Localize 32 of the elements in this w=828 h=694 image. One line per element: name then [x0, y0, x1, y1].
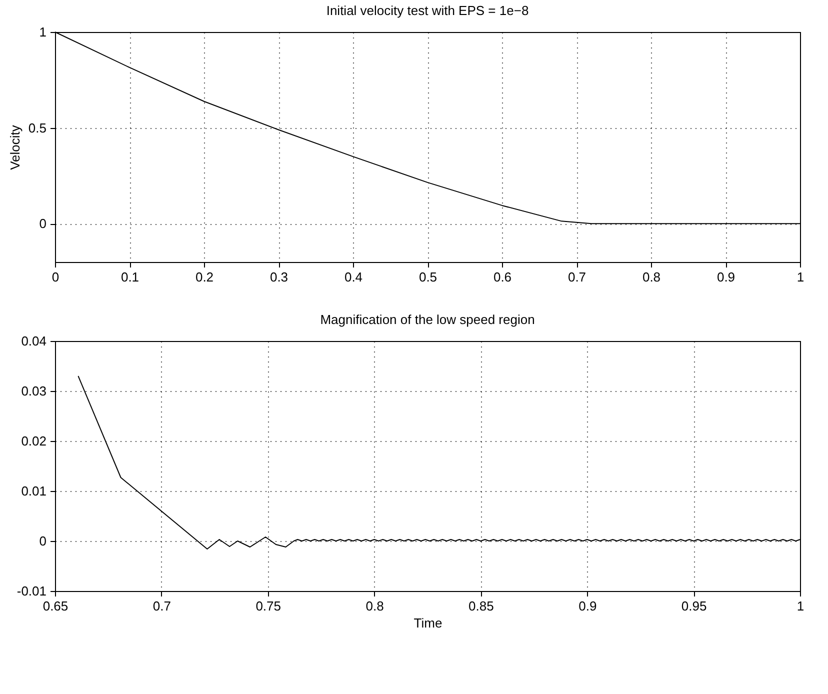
- y-tick-label: -0.01: [16, 584, 46, 598]
- x-tick-label: 0.4: [344, 270, 363, 284]
- x-tick-label: 0.5: [418, 270, 438, 284]
- x-tick-label: 0.9: [716, 270, 736, 284]
- x-tick-label: 0.1: [120, 270, 140, 284]
- x-tick-label: 0.85: [468, 598, 494, 614]
- y-tick-label: 0: [39, 534, 46, 548]
- x-tick-label: 0.65: [42, 598, 68, 614]
- x-tick-label: 0.2: [195, 270, 214, 284]
- y-tick-label: 0.02: [21, 434, 46, 448]
- x-tick-label: 0.95: [681, 598, 707, 614]
- x-tick-label: 1: [796, 270, 804, 284]
- y-tick-label: 0.04: [21, 334, 46, 348]
- x-tick-label: 0.8: [366, 598, 384, 614]
- x-tick-label: 0: [52, 270, 60, 284]
- x-tick-label: 0.6: [493, 270, 512, 284]
- x-tick-label: 0.75: [256, 598, 282, 614]
- chart-title: Magnification of the low speed region: [320, 312, 535, 327]
- x-tick-label: 0.3: [270, 270, 288, 284]
- y-axis-title: Velocity: [7, 124, 22, 170]
- x-tick-label: 0.7: [568, 270, 586, 284]
- x-tick-label: 0.8: [642, 270, 661, 284]
- y-tick-label: 1: [39, 24, 46, 40]
- y-tick-label: 0.01: [21, 484, 46, 498]
- x-tick-label: 1: [796, 598, 804, 614]
- x-axis-title: Time: [414, 616, 442, 630]
- chart-title: Initial velocity test with EPS = 1e−8: [326, 3, 529, 18]
- y-tick-label: 0.5: [28, 120, 46, 136]
- y-tick-label: 0: [39, 216, 46, 232]
- x-tick-label: 0.7: [152, 598, 171, 614]
- x-tick-label: 0.9: [578, 598, 597, 614]
- y-tick-label: 0.03: [21, 384, 46, 398]
